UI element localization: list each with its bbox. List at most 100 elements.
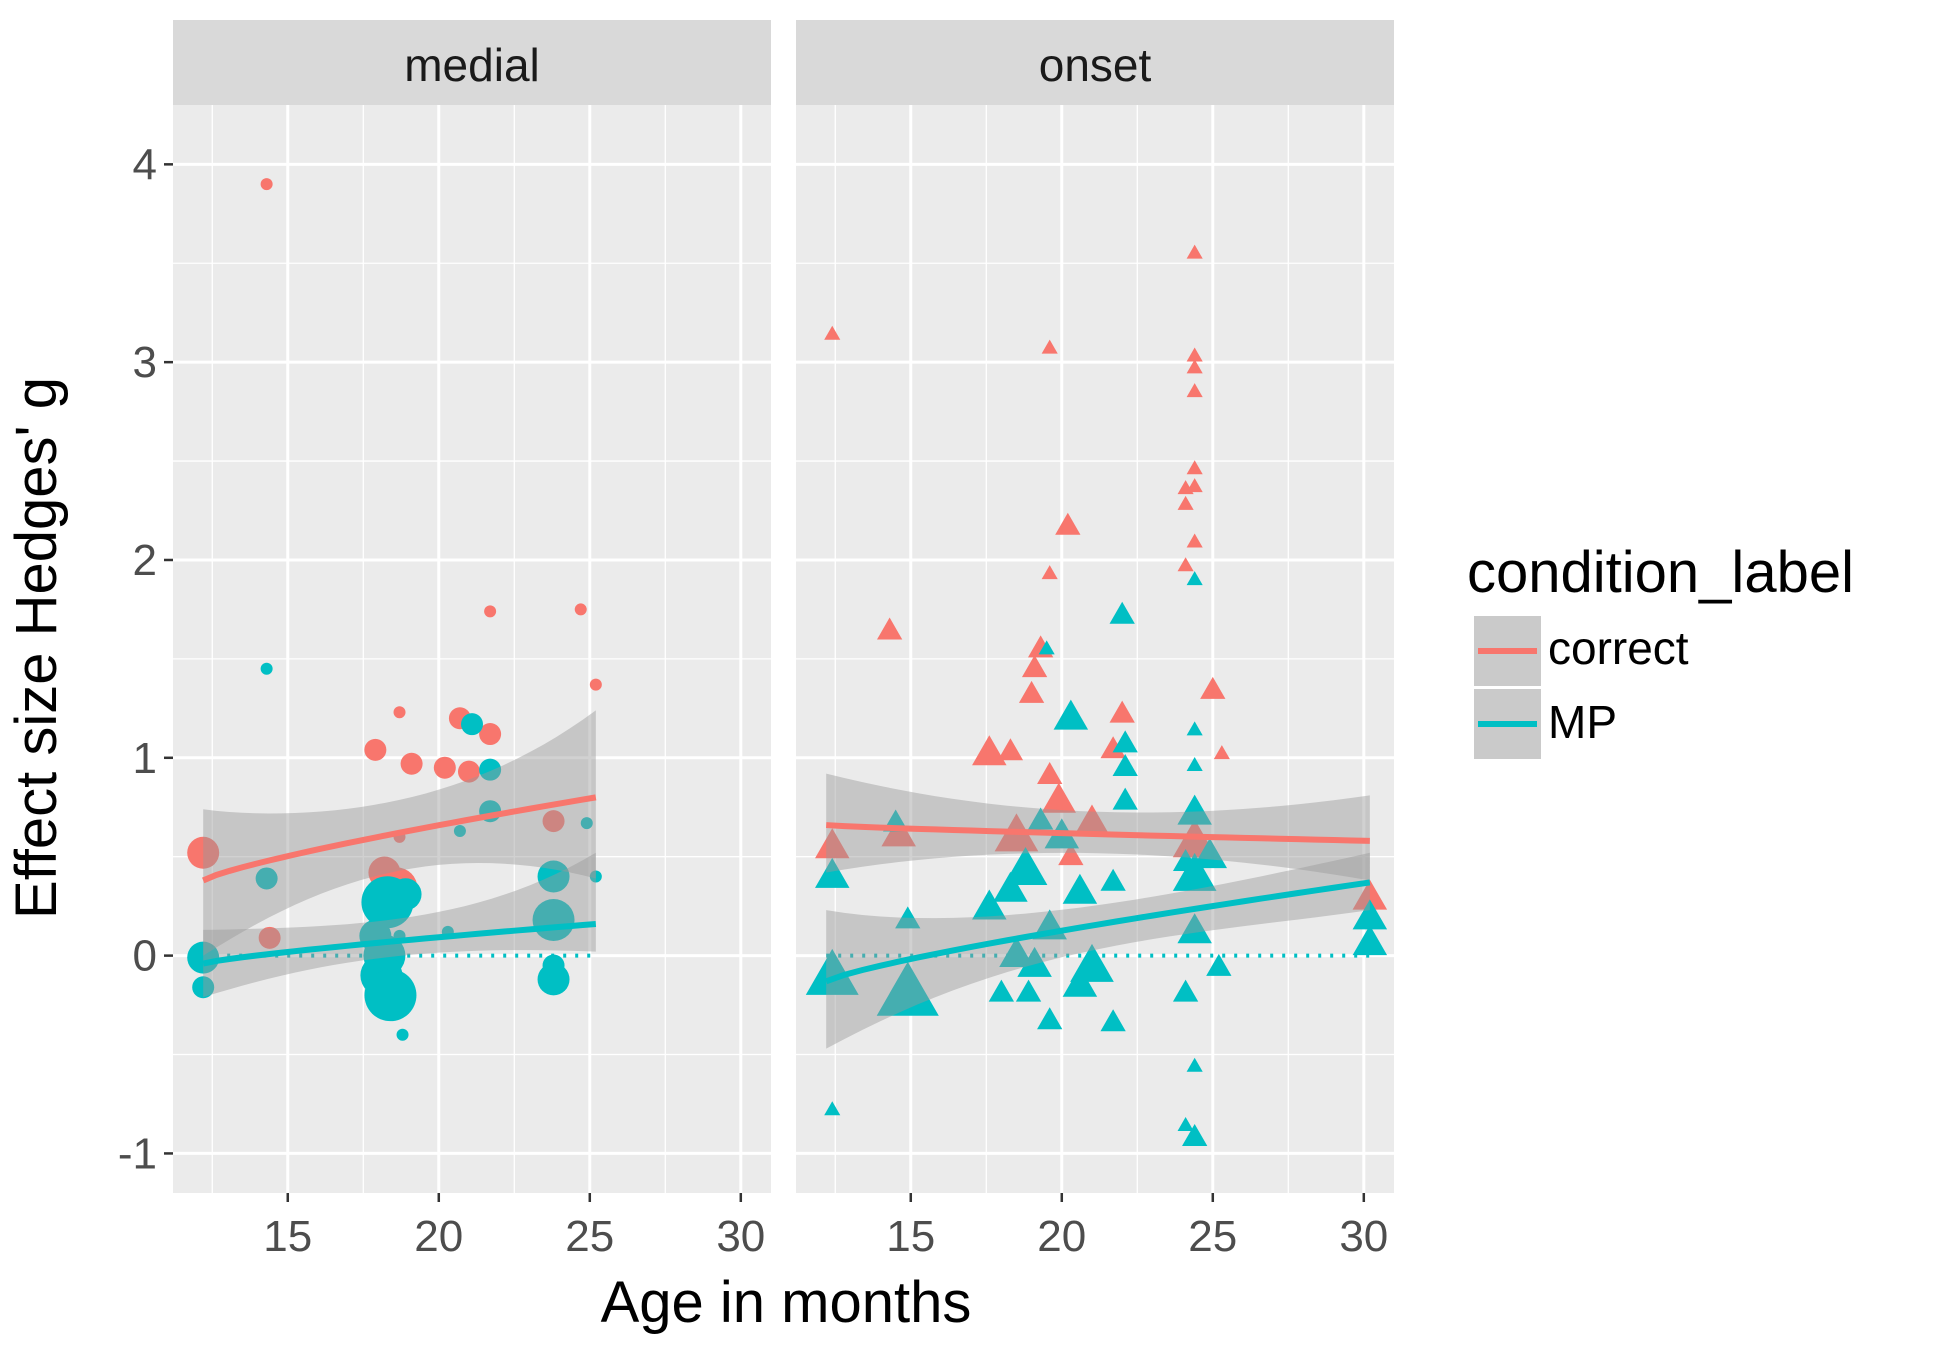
axes: 15 20 25 30 15 20 25 30 -1 0 1 2 3 4 [118,140,1388,1261]
data-point [479,758,502,781]
data-point [192,976,215,999]
y-tick-label: -1 [118,1129,157,1178]
data-point [255,867,278,890]
data-point [1186,533,1203,548]
data-point [258,926,281,949]
data-point [972,735,1007,766]
confidence-band-MP [203,852,596,998]
data-point [1213,745,1230,760]
strip-onset [796,20,1394,105]
data-point [1186,347,1203,362]
x-tick-label: 25 [565,1212,614,1261]
data-point [988,979,1015,1002]
strip-label-medial: medial [404,39,540,91]
legend-title: condition_label [1467,540,1854,605]
y-tick-label: 0 [133,932,157,981]
data-point [1100,1009,1126,1032]
data-point [1177,794,1212,825]
data-point [814,857,850,888]
data-point [824,325,841,340]
data-point [1186,721,1203,736]
x-tick-label: 15 [263,1212,312,1261]
data-point [993,871,1028,902]
data-point [364,969,417,1022]
data-point [1100,868,1126,891]
legend: condition_label correct MP [1467,540,1854,759]
data-point [364,738,387,761]
data-point [537,860,570,893]
data-point [400,752,423,775]
data-point [1109,700,1135,723]
data-point [393,706,406,719]
data-point [260,178,273,191]
fit-line-correct [202,794,597,884]
data-point [1112,754,1138,777]
data-point [1038,640,1055,655]
data-point [461,713,483,736]
data-point [542,954,565,977]
data-point [1186,571,1203,586]
data-point [1186,757,1203,772]
data-point [1186,1057,1203,1072]
data-point [1206,953,1232,976]
x-axis-title: Age in months [601,1270,972,1335]
y-tick-label: 1 [133,734,157,783]
strip-medial [173,20,771,105]
x-tick-label: 20 [414,1212,463,1261]
data-point [1021,655,1048,678]
data-point [1172,852,1217,891]
data-point [1018,680,1045,703]
data-point [1017,946,1052,977]
data-point [1177,913,1212,944]
data-point [1186,478,1203,493]
data-point [814,828,850,859]
data-point [1041,339,1058,354]
legend-keys [1474,616,1541,759]
data-point [1074,804,1110,835]
strip-label-onset: onset [1039,39,1152,91]
data-point [187,836,220,869]
data-point [542,810,565,833]
data-point [396,1028,409,1041]
data-point [580,817,593,830]
data-point [1109,601,1135,624]
data-point [1112,730,1138,753]
data-point [1100,736,1126,759]
fit-line-MP [825,879,1371,985]
data-point [1186,460,1203,475]
data-point [1062,873,1098,904]
data-point [876,617,903,640]
data-point [187,941,220,974]
data-point [1027,807,1054,830]
y-tick-label: 4 [133,140,157,189]
data-point [574,603,587,616]
data-point [1177,1117,1194,1132]
y-tick-label: 3 [133,338,157,387]
data-point [1053,699,1089,730]
data-point [805,948,859,995]
legend-label-correct: correct [1548,622,1689,674]
data-point [433,756,456,779]
data-point [260,662,273,675]
data-point [1058,843,1084,866]
data-point [1041,565,1058,580]
panel-bg-onset [796,105,1394,1193]
data-point [1352,899,1388,930]
data-point [457,760,480,783]
data-point [1186,244,1203,259]
data-point [1186,359,1203,374]
data-point [1037,761,1063,784]
x-tick-label: 25 [1188,1212,1237,1261]
data-point [1352,879,1388,910]
y-tick-label: 2 [133,536,157,585]
data-point [389,878,422,911]
data-point [1200,676,1226,699]
panel-medial: medial [173,20,771,1193]
legend-label-mp: MP [1548,696,1617,748]
points-medial-MP [187,662,602,1041]
data-point [1070,943,1114,982]
data-point [484,605,497,618]
data-point [972,889,1007,920]
data-point [1177,557,1194,572]
